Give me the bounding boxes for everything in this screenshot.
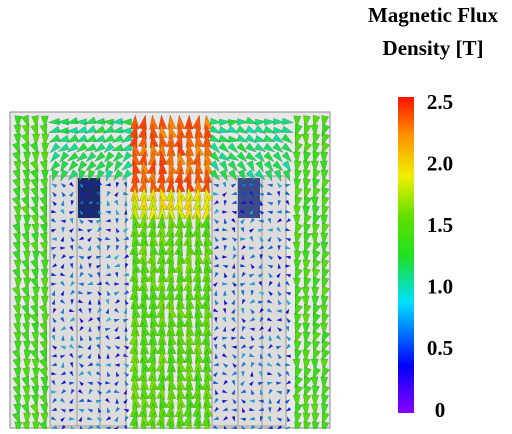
tick-label: 1.5 — [427, 213, 453, 237]
colorbar-title: Magnetic Flux — [368, 3, 499, 27]
tick-label: 2.5 — [427, 90, 453, 114]
colorbar — [398, 97, 414, 413]
tick-label: 0 — [435, 398, 446, 422]
colorbar-title: Density [T] — [383, 36, 484, 60]
tick-label: 2.0 — [427, 151, 453, 175]
vector-field — [10, 112, 330, 429]
tick-label: 1.0 — [427, 275, 453, 299]
page: Magnetic Flux Density [T] 2.5 2.0 1.5 1.0 0.… — [0, 0, 512, 434]
tick-label: 0.5 — [427, 336, 453, 360]
figure: Magnetic Flux Density [T] 2.5 2.0 1.5 1.0 0.… — [0, 0, 512, 429]
